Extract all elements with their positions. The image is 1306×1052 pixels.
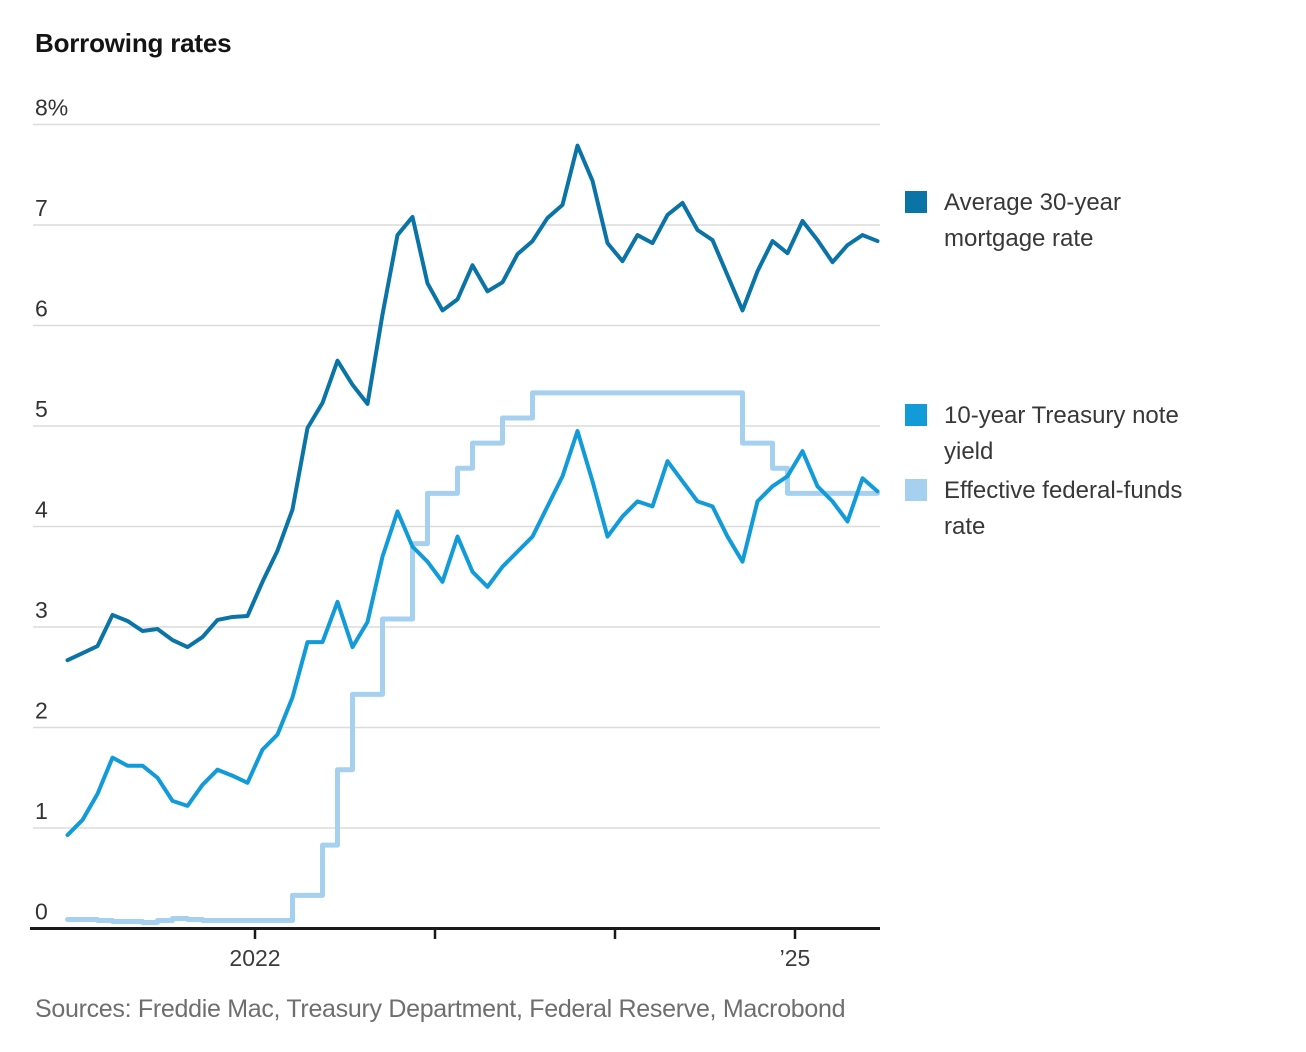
legend-item-mortgage-rate: Average 30-year mortgage rate bbox=[905, 185, 1121, 257]
y-axis-label-4: 4 bbox=[35, 497, 48, 523]
x-axis-label-3: ’25 bbox=[780, 945, 811, 971]
legend-swatch-mortgage-rate bbox=[905, 191, 927, 213]
y-axis-label-1: 1 bbox=[35, 798, 48, 824]
y-axis-label-5: 5 bbox=[35, 396, 48, 422]
y-axis-label-2: 2 bbox=[35, 698, 48, 724]
legend-swatch-fed-funds-rate bbox=[905, 479, 927, 501]
chart-title: Borrowing rates bbox=[35, 28, 232, 58]
y-axis-label-6: 6 bbox=[35, 296, 48, 322]
fedfunds-line bbox=[65, 390, 880, 925]
y-axis-label-8: 8% bbox=[35, 95, 68, 121]
y-axis-label-3: 3 bbox=[35, 597, 48, 623]
mortgage-line bbox=[65, 143, 880, 663]
legend-item-fed-funds-rate: Effective federal-funds rate bbox=[905, 473, 1182, 545]
legend-label-treasury-yield: 10-year Treasury note yield bbox=[944, 402, 1179, 465]
y-axis-label-7: 7 bbox=[35, 195, 48, 221]
legend-label-mortgage-rate: Average 30-year mortgage rate bbox=[944, 189, 1121, 252]
legend-label-fed-funds-rate: Effective federal-funds rate bbox=[944, 477, 1183, 540]
source-note: Sources: Freddie Mac, Treasury Departmen… bbox=[35, 995, 846, 1023]
treasury-line bbox=[65, 429, 880, 838]
y-axis-label-0: 0 bbox=[35, 899, 48, 925]
legend-swatch-treasury-yield bbox=[905, 404, 927, 426]
legend-item-treasury-yield: 10-year Treasury note yield bbox=[905, 398, 1179, 470]
x-axis-label-0: 2022 bbox=[229, 945, 280, 971]
